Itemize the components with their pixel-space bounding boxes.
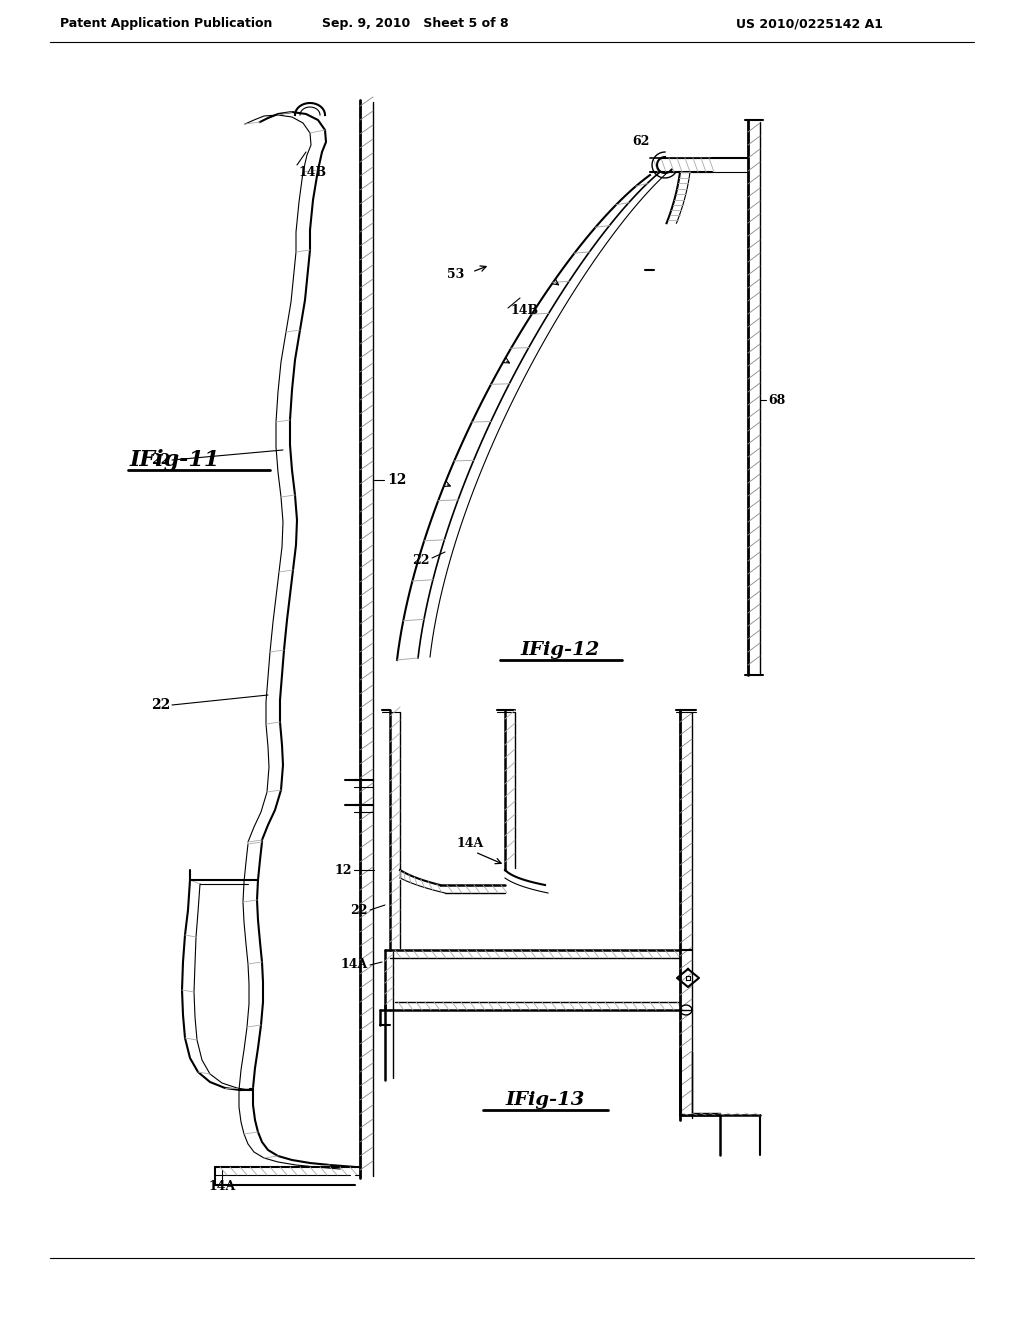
Text: 14B: 14B — [299, 165, 327, 178]
Text: 14B: 14B — [510, 304, 539, 317]
Text: 22: 22 — [350, 903, 368, 916]
Text: 22: 22 — [151, 698, 170, 711]
Text: IFig-13: IFig-13 — [505, 1092, 585, 1109]
Text: 14A: 14A — [341, 958, 368, 972]
Text: 14A: 14A — [457, 837, 483, 850]
Text: Sep. 9, 2010   Sheet 5 of 8: Sep. 9, 2010 Sheet 5 of 8 — [322, 17, 508, 30]
Text: 12: 12 — [335, 863, 352, 876]
Text: 62: 62 — [632, 135, 649, 148]
Text: 12: 12 — [387, 473, 407, 487]
Text: 53: 53 — [446, 268, 464, 281]
Text: 22: 22 — [413, 553, 430, 566]
Text: US 2010/0225142 A1: US 2010/0225142 A1 — [736, 17, 884, 30]
Text: IFig-12: IFig-12 — [520, 642, 600, 659]
Text: 14A: 14A — [208, 1180, 236, 1193]
Text: IFig-11: IFig-11 — [130, 449, 220, 471]
Text: 68: 68 — [768, 393, 785, 407]
Text: Patent Application Publication: Patent Application Publication — [60, 17, 272, 30]
Text: 22: 22 — [151, 453, 170, 467]
